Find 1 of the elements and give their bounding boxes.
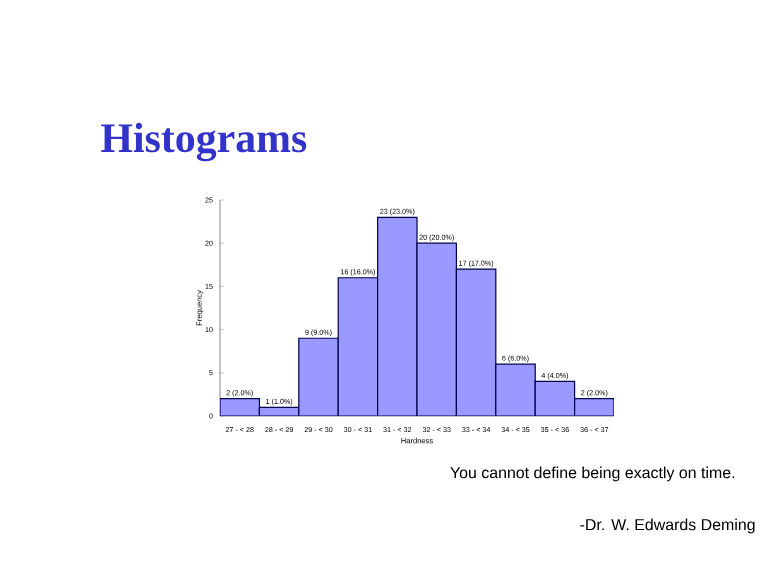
chart-title: Histograms: [101, 122, 307, 162]
